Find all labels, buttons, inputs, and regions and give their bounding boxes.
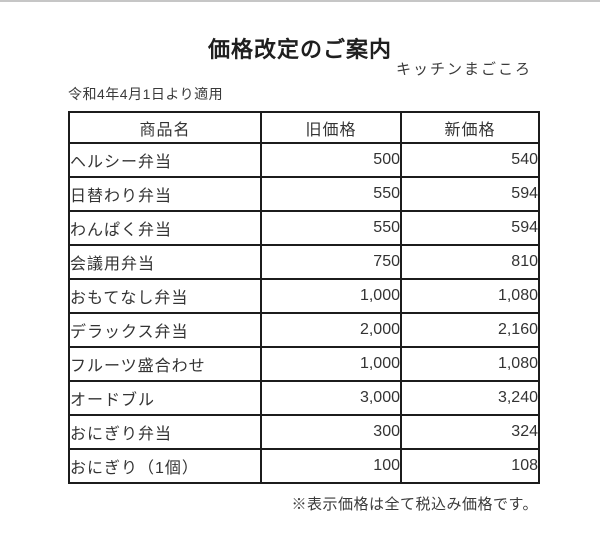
company-name: キッチンまごころ [395,61,532,78]
table-row: ヘルシー弁当 500 540 [68,142,540,178]
table-row: デラックス弁当 2,000 2,160 [68,312,540,348]
old-price-cell: 500 [260,142,402,178]
column-header-product-name: 商品名 [68,111,262,144]
page-title: 価格改定のご案内 [207,36,392,62]
new-price-cell: 594 [400,176,540,212]
tax-included-footnote: ※表示価格は全て税込み価格です。 [291,496,538,513]
new-price-cell: 810 [400,244,540,280]
new-price-cell: 108 [400,448,540,484]
old-price-cell: 300 [260,414,402,450]
old-price-cell: 1,000 [260,346,402,382]
new-price-cell: 540 [400,142,540,178]
table-row: 日替わり弁当 550 594 [68,176,540,212]
product-name-cell: おにぎり弁当 [68,414,262,450]
column-header-new-price: 新価格 [400,111,540,144]
product-name-cell: 日替わり弁当 [68,176,262,212]
product-name-cell: おにぎり（1個） [68,448,262,484]
new-price-cell: 594 [400,210,540,246]
table-row: おもてなし弁当 1,000 1,080 [68,278,540,314]
table-row: オードブル 3,000 3,240 [68,380,540,416]
price-table-body: ヘルシー弁当 500 540 日替わり弁当 550 594 わんぱく弁当 550 594 会議用弁… [68,142,540,484]
old-price-cell: 550 [260,176,402,212]
old-price-cell: 100 [260,448,402,484]
new-price-cell: 3,240 [400,380,540,416]
product-name-cell: 会議用弁当 [68,244,262,280]
old-price-cell: 2,000 [260,312,402,348]
product-name-cell: デラックス弁当 [68,312,262,348]
product-name-cell: おもてなし弁当 [68,278,262,314]
product-name-cell: オードブル [68,380,262,416]
column-header-old-price: 旧価格 [260,111,402,144]
price-table-header: 商品名 旧価格 新価格 [68,111,540,144]
new-price-cell: 1,080 [400,278,540,314]
price-table: 商品名 旧価格 新価格 ヘルシー弁当 500 540 日替わり弁当 550 594 わんぱく… [68,111,540,484]
table-row: わんぱく弁当 550 594 [68,210,540,246]
old-price-cell: 1,000 [260,278,402,314]
product-name-cell: ヘルシー弁当 [68,142,262,178]
product-name-cell: フルーツ盛合わせ [68,346,262,382]
new-price-cell: 1,080 [400,346,540,382]
old-price-cell: 750 [260,244,402,280]
table-row: おにぎり（1個） 100 108 [68,448,540,484]
old-price-cell: 3,000 [260,380,402,416]
effective-date-label: 令和4年4月1日より適用 [68,86,224,102]
header-row: 商品名 旧価格 新価格 [68,111,540,144]
table-row: 会議用弁当 750 810 [68,244,540,280]
product-name-cell: わんぱく弁当 [68,210,262,246]
new-price-cell: 2,160 [400,312,540,348]
old-price-cell: 550 [260,210,402,246]
new-price-cell: 324 [400,414,540,450]
table-row: フルーツ盛合わせ 1,000 1,080 [68,346,540,382]
window-top-edge [0,0,600,2]
table-row: おにぎり弁当 300 324 [68,414,540,450]
